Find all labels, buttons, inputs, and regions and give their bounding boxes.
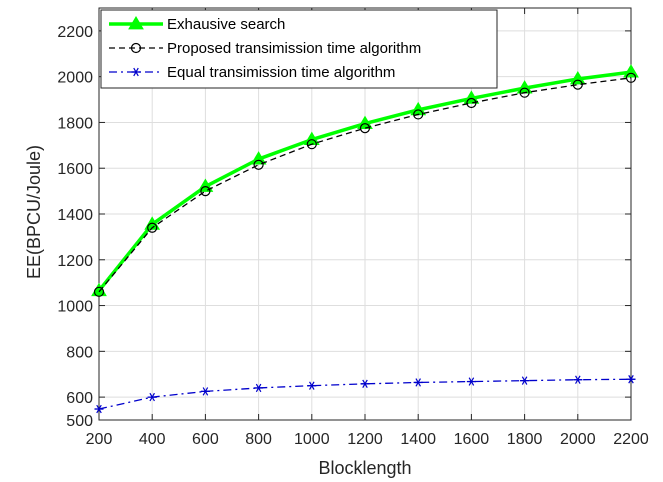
series-point xyxy=(413,378,423,387)
series-point xyxy=(466,377,476,386)
series-point xyxy=(572,79,583,90)
series-1 xyxy=(93,72,637,297)
x-tick-label: 1800 xyxy=(507,431,543,448)
series-point xyxy=(254,383,264,393)
series-point xyxy=(626,375,636,384)
axis-ticks: 200 400 600 800 1000 1200 1400 1600 1800 2000 2200… xyxy=(57,8,649,448)
series-point xyxy=(253,159,264,170)
x-tick-label: 800 xyxy=(245,431,272,448)
x-tick-label: 600 xyxy=(192,431,219,448)
legend-label: Proposed transimission time algorithm xyxy=(167,40,421,57)
x-tick-label: 2000 xyxy=(560,431,596,448)
legend-entry: Proposed transimission time algorithm xyxy=(109,40,421,57)
x-tick-label: 1200 xyxy=(347,431,383,448)
series-point xyxy=(250,151,267,165)
y-tick-label: 1600 xyxy=(57,161,93,178)
series-point xyxy=(93,286,105,297)
series-point xyxy=(573,375,583,384)
series-point xyxy=(147,392,157,402)
legend: Exhausive search Proposed transimission t… xyxy=(100,9,498,89)
series-point xyxy=(306,139,317,150)
x-tick-label: 1400 xyxy=(400,431,436,448)
legend-label: Exhausive search xyxy=(167,16,285,33)
series-line xyxy=(98,77,632,293)
y-tick-label: 600 xyxy=(66,390,93,407)
series-point xyxy=(520,376,530,385)
x-tick-label: 1600 xyxy=(454,431,490,448)
legend-marker xyxy=(130,42,142,54)
legend-marker xyxy=(128,16,144,30)
series-point xyxy=(413,109,424,120)
series-point xyxy=(466,97,477,109)
y-tick-label: 2000 xyxy=(57,70,93,87)
series-point xyxy=(623,64,639,78)
y-tick-label: 800 xyxy=(66,344,93,361)
y-tick-label: 1200 xyxy=(57,253,93,270)
y-tick-label: 500 xyxy=(66,413,93,430)
series-point xyxy=(625,72,637,83)
x-tick-label: 2200 xyxy=(613,431,649,448)
x-axis-label: Blocklength xyxy=(318,458,411,478)
series-point xyxy=(200,186,211,197)
x-tick-label: 1000 xyxy=(294,431,330,448)
y-axis-label: EE(BPCU/Joule) xyxy=(24,145,44,279)
series-point xyxy=(359,123,371,134)
y-tick-label: 2200 xyxy=(57,24,93,41)
series-2 xyxy=(94,375,636,414)
legend-marker xyxy=(131,67,141,77)
legend-label: Equal transimission time algorithm xyxy=(167,64,395,81)
series-point xyxy=(94,404,104,414)
series-point xyxy=(569,70,586,85)
series-line xyxy=(98,378,632,410)
x-tick-label: 400 xyxy=(139,431,166,448)
y-tick-label: 1400 xyxy=(57,207,93,224)
series-point xyxy=(519,87,530,98)
series-point xyxy=(147,222,158,233)
legend-entry: Equal transimission time algorithm xyxy=(109,64,395,81)
legend-entry: Exhausive search xyxy=(109,16,285,33)
x-tick-label: 200 xyxy=(86,431,113,448)
y-tick-label: 1000 xyxy=(57,299,93,316)
y-tick-label: 1800 xyxy=(57,115,93,132)
series-point xyxy=(360,379,370,389)
series-point xyxy=(307,381,317,390)
series-point xyxy=(200,387,210,396)
series-layer xyxy=(91,64,639,414)
legend-box xyxy=(100,9,498,89)
